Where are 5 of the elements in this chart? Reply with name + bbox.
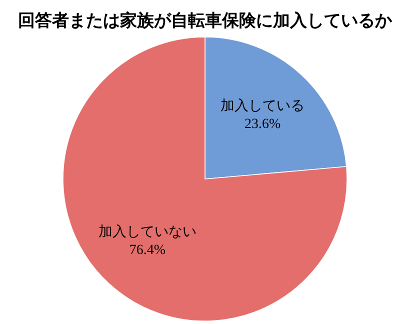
slice-label: 加入している <box>220 98 305 114</box>
data-label: 23.6% <box>244 117 281 132</box>
data-label: 76.4% <box>129 242 166 258</box>
chart-title: 回答者または家族が自転車保険に加入しているか <box>18 11 393 30</box>
slice-label: 加入していない <box>98 224 196 240</box>
